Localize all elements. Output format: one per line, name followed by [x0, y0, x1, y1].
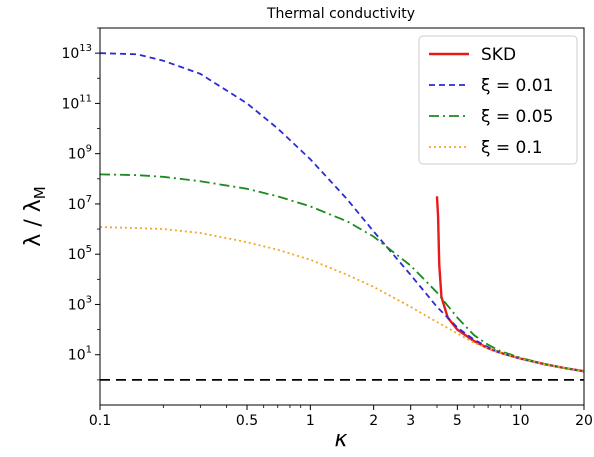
x-tick-label: 1 — [306, 413, 315, 429]
y-tick-mantissa: 10 — [68, 247, 86, 263]
y-tick-exponent: 9 — [86, 144, 92, 155]
legend: SKD ξ = 0.01 ξ = 0.05 ξ = 0.1 — [418, 35, 578, 165]
y-label-main: λ / λ — [21, 199, 46, 246]
x-tick-label: 10 — [512, 413, 530, 429]
legend-box — [418, 35, 578, 165]
y-tick-exponent: 13 — [79, 43, 92, 54]
x-axis: 0.1 0.5 1 2 3 5 10 20 — [89, 405, 593, 429]
y-tick-label: 1013 — [61, 43, 92, 62]
y-tick-label: 107 — [68, 194, 92, 213]
series-line-3 — [100, 226, 584, 373]
y-tick-mantissa: 10 — [68, 297, 86, 313]
series-group — [100, 52, 584, 381]
chart-title: Thermal conductivity — [266, 6, 415, 22]
legend-label: SKD — [481, 45, 516, 65]
y-tick-mantissa: 10 — [68, 147, 86, 163]
y-tick-label: 105 — [68, 244, 92, 263]
y-tick-mantissa: 10 — [61, 96, 79, 112]
y-label-subscript: M — [31, 186, 49, 199]
y-tick-label: 109 — [68, 144, 92, 163]
series-line-0 — [435, 196, 584, 373]
x-tick-label: 0.5 — [236, 413, 258, 429]
y-axis-label-text: λ / λM — [21, 186, 49, 246]
x-tick-label: 20 — [575, 413, 593, 429]
plot-frame — [99, 27, 585, 406]
y-axis-label: λ / λM — [21, 186, 49, 246]
y-tick-exponent: 5 — [86, 244, 92, 255]
series-line-2 — [100, 173, 584, 373]
x-axis-label: κ — [335, 427, 348, 452]
x-tick-label: 2 — [369, 413, 378, 429]
y-tick-label: 103 — [68, 294, 92, 313]
legend-label: ξ = 0.01 — [481, 76, 553, 96]
y-tick-mantissa: 10 — [61, 46, 79, 62]
y-tick-mantissa: 10 — [68, 348, 86, 364]
plot-area — [99, 27, 585, 406]
y-tick-exponent: 11 — [79, 93, 92, 104]
y-tick-exponent: 1 — [86, 345, 92, 356]
x-tick-label: 0.1 — [89, 413, 111, 429]
legend-label: ξ = 0.1 — [481, 138, 543, 158]
x-tick-label: 3 — [406, 413, 415, 429]
y-tick-exponent: 3 — [86, 294, 92, 305]
y-tick-label: 101 — [68, 345, 92, 364]
y-tick-exponent: 7 — [86, 194, 92, 205]
legend-label: ξ = 0.05 — [481, 107, 553, 127]
y-tick-label: 1011 — [61, 93, 92, 112]
x-tick-label: 5 — [453, 413, 462, 429]
y-tick-mantissa: 10 — [68, 197, 86, 213]
